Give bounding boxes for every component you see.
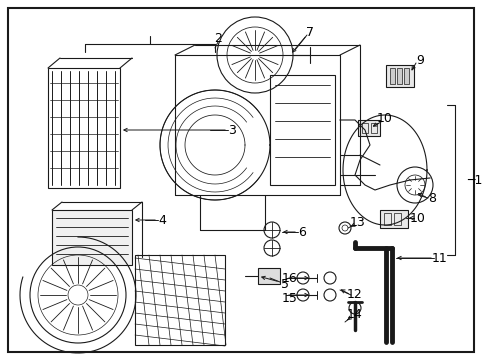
Text: 3: 3: [227, 123, 235, 136]
Bar: [269, 75, 334, 185]
Bar: [383, 213, 390, 225]
Bar: [385, 65, 413, 87]
Text: 16: 16: [282, 271, 297, 284]
Text: 13: 13: [349, 216, 365, 229]
Text: 10: 10: [376, 112, 392, 125]
Bar: [258, 268, 280, 284]
Text: 14: 14: [346, 309, 362, 321]
Text: 8: 8: [427, 192, 435, 204]
Bar: [48, 68, 120, 188]
Text: 9: 9: [415, 54, 423, 67]
Bar: [389, 68, 394, 84]
Bar: [396, 68, 401, 84]
Text: 5: 5: [281, 279, 288, 292]
Bar: [361, 123, 367, 133]
Bar: [379, 210, 407, 228]
Text: ─1: ─1: [466, 174, 481, 186]
Text: 11: 11: [431, 252, 447, 265]
Text: 2: 2: [214, 32, 222, 45]
Text: 15: 15: [282, 292, 297, 305]
Bar: [403, 68, 408, 84]
Bar: [357, 120, 379, 136]
Text: 12: 12: [346, 288, 362, 302]
Bar: [370, 123, 376, 133]
Text: 4: 4: [158, 213, 165, 226]
Text: 10: 10: [409, 212, 425, 225]
Bar: [393, 213, 400, 225]
Text: 7: 7: [305, 26, 313, 39]
Bar: [135, 255, 224, 345]
Bar: [52, 210, 132, 265]
Text: 6: 6: [298, 225, 305, 239]
